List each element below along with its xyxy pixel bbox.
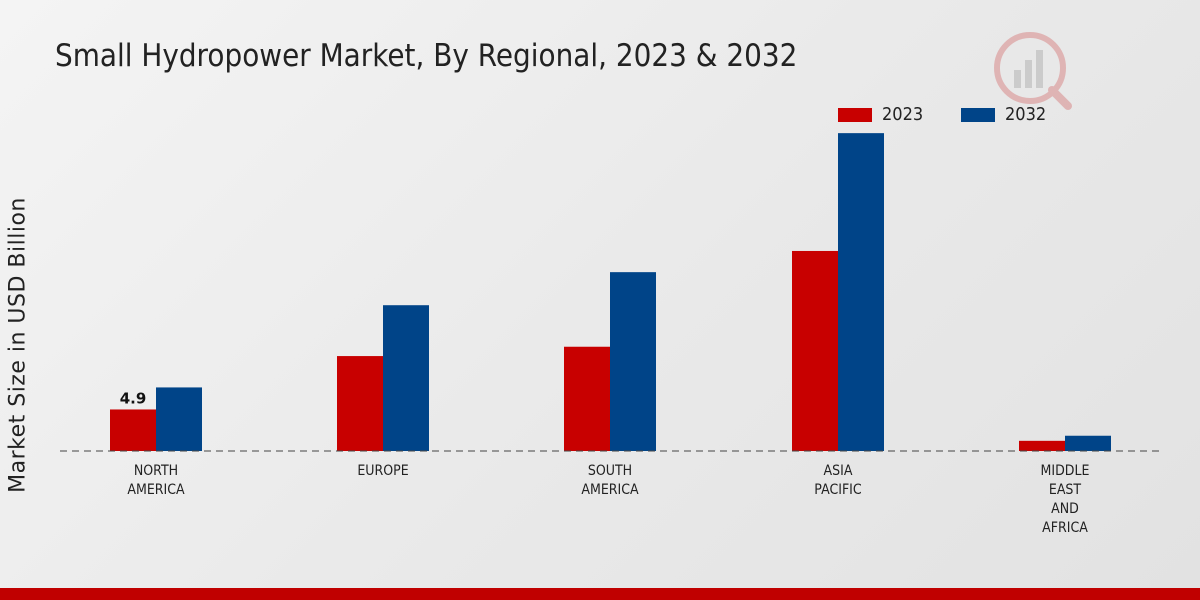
legend-item-2032: 2032 — [960, 104, 1051, 125]
bar-2032-4 — [1065, 435, 1111, 451]
footer-bar — [0, 588, 1200, 600]
bar-2023-4 — [1019, 440, 1065, 451]
x-tick-label-1: EUROPE — [357, 463, 408, 479]
x-tick-label-0: NORTH AMERICA — [127, 463, 184, 498]
bar-2023-3 — [792, 250, 838, 451]
x-tick-label-2: SOUTH AMERICA — [581, 463, 638, 498]
bar-2023-1 — [337, 356, 383, 451]
data-label-0-0: 4.9 — [120, 389, 147, 407]
legend-label-2032: 2032 — [1004, 104, 1047, 125]
legend: 2023 2032 — [838, 104, 1084, 125]
chart-title: Small Hydropower Market, By Regional, 20… — [55, 38, 798, 74]
bar-2032-1 — [383, 305, 429, 451]
legend-swatch-2023 — [838, 107, 872, 122]
bar-2032-3 — [838, 133, 884, 451]
bar-2032-2 — [610, 272, 656, 451]
watermark-logo-icon — [994, 32, 1072, 110]
bar-2023-0 — [110, 409, 156, 451]
legend-swatch-2032 — [960, 107, 995, 122]
bar-2023-2 — [564, 346, 610, 451]
x-tick-label-3: ASIA PACIFIC — [814, 463, 861, 498]
bar-2032-0 — [156, 387, 202, 451]
x-tick-label-4: MIDDLE EAST AND AFRICA — [1041, 463, 1090, 536]
legend-label-2023: 2023 — [882, 104, 924, 125]
legend-item-2023: 2023 — [838, 104, 928, 125]
